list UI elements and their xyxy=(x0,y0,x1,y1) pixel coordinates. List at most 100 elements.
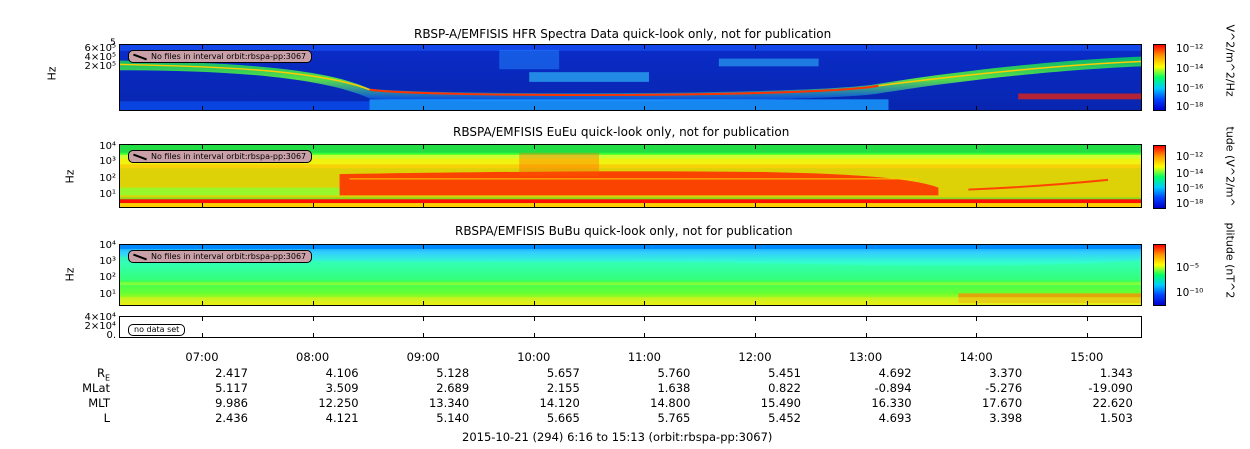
time-tick-mark xyxy=(644,244,646,249)
time-tick-label: 08:00 xyxy=(296,350,330,364)
time-tick-mark xyxy=(202,244,203,249)
ephemeris-value: 2.689 xyxy=(436,381,470,395)
no-data-badge: no data set xyxy=(128,324,186,336)
time-tick-mark xyxy=(644,333,646,338)
time-tick-mark xyxy=(755,244,756,249)
ephemeris-value: 2.417 xyxy=(215,366,248,380)
cbar1-tick: 10⁻¹² xyxy=(1176,43,1204,55)
ephemeris-value: 5.765 xyxy=(657,411,691,425)
time-tick-mark xyxy=(644,316,646,321)
cbar1-tick: 10⁻¹⁶ xyxy=(1176,83,1204,95)
empty-panel: no data set xyxy=(119,316,1142,338)
time-tick-mark xyxy=(1086,333,1088,338)
panel4-ytick: 4×10⁴ xyxy=(84,312,116,323)
time-tick-label: 10:00 xyxy=(517,350,551,364)
ephemeris-value: 3.398 xyxy=(989,411,1023,425)
ephemeris-row-label: MLat xyxy=(82,381,110,395)
time-tick-mark xyxy=(423,316,425,321)
time-tick-mark xyxy=(755,316,756,321)
time-tick-mark xyxy=(423,301,425,306)
panel1-title: RBSP-A/EMFISIS HFR Spectra Data quick-lo… xyxy=(414,27,832,41)
time-tick-mark xyxy=(423,244,425,249)
time-tick-mark xyxy=(755,144,756,149)
no-files-badge: No files in interval orbit:rbspa-pp:3067 xyxy=(128,150,313,163)
panel4-ytick: 0. xyxy=(106,330,116,341)
panel2-ytick: 10⁴ xyxy=(99,141,116,152)
cbar2-tick: 10⁻¹⁴ xyxy=(1176,168,1204,180)
time-tick-mark xyxy=(202,333,203,338)
cbar3-tick: 10⁻⁵ xyxy=(1176,262,1200,274)
time-tick-mark xyxy=(1086,244,1088,249)
time-tick-mark xyxy=(423,333,425,338)
panel3-ylabel: Hz xyxy=(63,267,77,282)
cbar2-title: tude (V^2/m^ xyxy=(1223,126,1237,207)
panel2-ylabel: Hz xyxy=(63,169,77,184)
time-tick-mark xyxy=(202,144,203,149)
panel2-ytick: 10² xyxy=(99,173,116,184)
panel2-ytick: 10³ xyxy=(99,156,116,167)
panel2-ytick: 10¹ xyxy=(99,189,116,200)
cbar2-tick: 10⁻¹² xyxy=(1176,151,1204,163)
ephemeris-value: 2.436 xyxy=(215,411,248,425)
time-tick-mark xyxy=(202,316,203,321)
time-tick-mark xyxy=(976,44,978,49)
time-tick-mark xyxy=(202,106,203,111)
time-tick-mark xyxy=(1086,44,1088,49)
time-tick-mark xyxy=(865,333,867,338)
ephemeris-value: 17.670 xyxy=(981,396,1023,410)
panel3-title: RBSPA/EMFISIS BuBu quick-look only, not … xyxy=(455,224,793,238)
time-tick-mark xyxy=(1086,144,1088,149)
no-files-badge: No files in interval orbit:rbspa-pp:3067 xyxy=(128,250,313,263)
time-tick-mark xyxy=(202,203,203,208)
ephemeris-row-label: MLT xyxy=(88,396,110,410)
time-tick-mark xyxy=(755,333,756,338)
hfr-spectrogram: No files in interval orbit:rbspa-pp:3067 xyxy=(119,44,1142,111)
footer-time-range: 2015-10-21 (294) 6:16 to 15:13 (orbit:rb… xyxy=(462,430,773,444)
cbar1-title: V^2/m^2/Hz xyxy=(1223,24,1237,97)
time-tick-mark xyxy=(533,203,535,208)
ephemeris-value: 14.120 xyxy=(539,396,580,410)
time-tick-mark xyxy=(644,203,646,208)
bubu-spectrogram: No files in interval orbit:rbspa-pp:3067 xyxy=(119,244,1142,306)
ephemeris-value: 5.128 xyxy=(436,366,470,380)
time-tick-mark xyxy=(312,106,314,111)
ephemeris-value: 5.657 xyxy=(546,366,580,380)
hfr-spectrogram-image xyxy=(120,45,1141,110)
time-tick-mark xyxy=(533,44,535,49)
time-tick-mark xyxy=(865,316,867,321)
time-tick-mark xyxy=(423,144,425,149)
ephemeris-value: 5.140 xyxy=(436,411,470,425)
time-tick-mark xyxy=(976,301,978,306)
time-tick-label: 13:00 xyxy=(849,350,883,364)
ephemeris-value: 15.490 xyxy=(760,396,801,410)
time-tick-mark xyxy=(312,333,314,338)
time-tick-mark xyxy=(312,316,314,321)
time-tick-mark xyxy=(976,106,978,111)
panel2-title: RBSPA/EMFISIS EuEu quick-look only, not … xyxy=(453,125,790,139)
time-tick-mark xyxy=(423,203,425,208)
time-tick-mark xyxy=(1086,301,1088,306)
time-tick-mark xyxy=(865,301,867,306)
time-tick-mark xyxy=(755,106,756,111)
time-tick-mark xyxy=(533,244,535,249)
time-tick-mark xyxy=(865,203,867,208)
time-tick-mark xyxy=(865,144,867,149)
panel3-ytick: 10³ xyxy=(99,256,116,267)
ephemeris-value: 1.343 xyxy=(1099,366,1133,380)
ephemeris-value: 5.117 xyxy=(215,381,248,395)
time-tick-mark xyxy=(976,244,978,249)
cbar1-tick: 10⁻¹⁴ xyxy=(1176,63,1204,75)
ephemeris-value: 4.106 xyxy=(325,366,359,380)
cbar1-tick: 10⁻¹⁸ xyxy=(1176,101,1204,113)
panel1-colorbar xyxy=(1153,44,1166,111)
cbar3-title: plitude (nT^2 xyxy=(1223,222,1237,299)
time-tick-mark xyxy=(202,301,203,306)
time-tick-mark xyxy=(202,44,203,49)
time-tick-mark xyxy=(533,144,535,149)
ephemeris-value: 14.800 xyxy=(650,396,691,410)
ephemeris-value: 3.509 xyxy=(325,381,359,395)
time-tick-label: 12:00 xyxy=(738,350,772,364)
time-tick-mark xyxy=(644,106,646,111)
time-tick-mark xyxy=(1086,316,1088,321)
panel1-ytick: 6×10⁵ xyxy=(84,43,116,54)
